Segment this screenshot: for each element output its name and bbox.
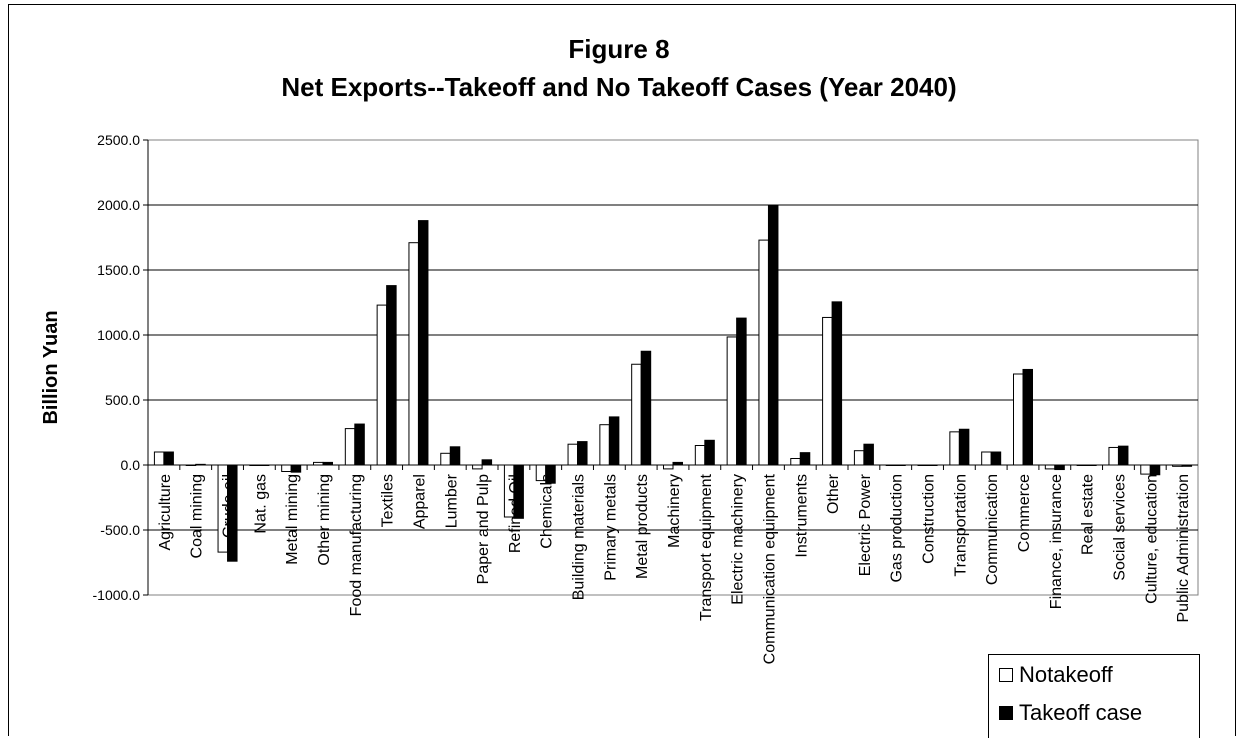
bar-notakeoff [1013,373,1024,466]
x-tick-label: Construction [921,474,938,564]
bar-takeoff [1054,464,1065,471]
plot-area [147,139,1199,596]
x-tick-label: Food manufacturing [348,474,365,616]
bar-notakeoff [726,336,738,466]
bar-takeoff [640,350,652,466]
x-tick-label: Textiles [380,474,397,527]
x-tick-label: Machinery [666,474,683,548]
bar-notakeoff [344,428,356,466]
x-tick-label: Coal mining [189,474,206,558]
x-tick-label: Apparel [411,474,428,529]
x-tick-label: Chemicals [539,474,556,549]
bar-notakeoff [1108,446,1119,466]
x-tick-label: Real estate [1080,474,1097,555]
bar-takeoff [290,464,302,473]
x-tick-label: Public Administration [1175,474,1192,623]
chart-subtitle: Net Exports--Takeoff and No Takeoff Case… [281,72,957,102]
x-tick-label: Electric machinery [730,474,747,605]
bar-takeoff [863,443,874,466]
y-tick-label: 2000.0 [97,197,140,213]
legend-swatch-notakeoff [999,668,1013,682]
chart-title-block: Figure 8 Net Exports--Takeoff and No Tak… [0,30,1238,106]
x-tick-label: Transportation [952,474,969,577]
legend: Notakeoff Takeoff case [988,654,1200,738]
x-tick-label: Primary metals [602,474,619,581]
y-tick-label: 500.0 [105,392,140,408]
x-tick-label: Other mining [316,474,333,566]
bar-notakeoff [567,443,579,466]
bar-notakeoff [472,464,483,470]
bar-takeoff [1149,464,1161,476]
bar-notakeoff [853,450,865,466]
bar-notakeoff [153,451,165,466]
bar-notakeoff [758,239,769,466]
y-tick-label: -1000.0 [93,587,141,603]
x-tick-label: Communication [984,474,1001,585]
bar-takeoff [799,452,811,466]
bar-takeoff [767,204,779,466]
bar-takeoff [354,423,365,466]
x-tick-label: Other [825,473,842,514]
bar-takeoff [163,451,174,466]
bar-notakeoff [440,452,451,466]
y-tick-label: 2500.0 [97,132,140,148]
y-tick-label: 1000.0 [97,327,140,343]
x-tick-label: Instruments [793,474,810,558]
bar-notakeoff [281,464,292,472]
bar-notakeoff [790,458,801,466]
x-tick-label: Refined Oil [507,474,524,553]
legend-item-takeoff: Takeoff case [999,699,1142,727]
x-tick-label: Communication equipment [761,473,778,664]
legend-label-notakeoff: Notakeoff [1019,662,1113,687]
bar-notakeoff [631,363,642,466]
bar-notakeoff [408,242,419,466]
bar-takeoff [386,285,397,466]
bar-notakeoff [376,304,388,466]
bar-takeoff [481,459,493,466]
x-tick-label: Electric Power [857,473,874,576]
bar-takeoff [449,446,461,466]
chart-title: Figure 8 [568,34,670,64]
x-tick-label: Social services [1111,474,1128,581]
x-tick-label: Culture, education [1143,474,1160,604]
bar-takeoff [704,439,715,466]
bar-takeoff [1022,368,1033,466]
x-tick-label: Crude oil [221,474,238,538]
bar-takeoff [608,416,620,466]
bar-notakeoff [822,316,833,466]
y-tick-label: 1500.0 [97,262,140,278]
bar-notakeoff [1140,464,1151,475]
y-tick-label: -500.0 [100,522,140,538]
bar-notakeoff [1044,464,1056,470]
x-tick-label: Agriculture [157,474,174,551]
bar-takeoff [577,441,588,466]
x-tick-label: Metal products [634,474,651,579]
y-axis-title: Billion Yuan [40,310,62,424]
x-tick-label: Finance, insurance [1048,474,1065,609]
bar-notakeoff [949,431,960,466]
x-tick-label: Metal mining [284,474,301,565]
bar-notakeoff [694,445,706,466]
legend-swatch-takeoff [999,706,1013,720]
bar-takeoff [417,220,429,466]
bar-takeoff [1117,445,1129,466]
bar-takeoff [990,451,1002,466]
bar-notakeoff [663,464,674,470]
x-tick-label: Transport equipment [698,473,715,621]
bar-notakeoff [599,424,610,466]
x-tick-label: Commerce [1016,474,1033,552]
bar-takeoff [831,301,843,466]
x-tick-label: Lumber [443,473,460,528]
bar-takeoff [958,428,970,466]
bar-notakeoff [981,451,992,466]
x-tick-label: Gas production [889,474,906,583]
y-tick-label: 0.0 [121,457,141,473]
legend-item-notakeoff: Notakeoff [999,661,1113,689]
legend-label-takeoff: Takeoff case [1019,700,1143,725]
x-tick-label: Nat. gas [252,474,269,534]
x-tick-label: Paper and Pulp [475,474,492,584]
bar-takeoff [736,317,747,466]
x-tick-label: Building materials [571,474,588,600]
